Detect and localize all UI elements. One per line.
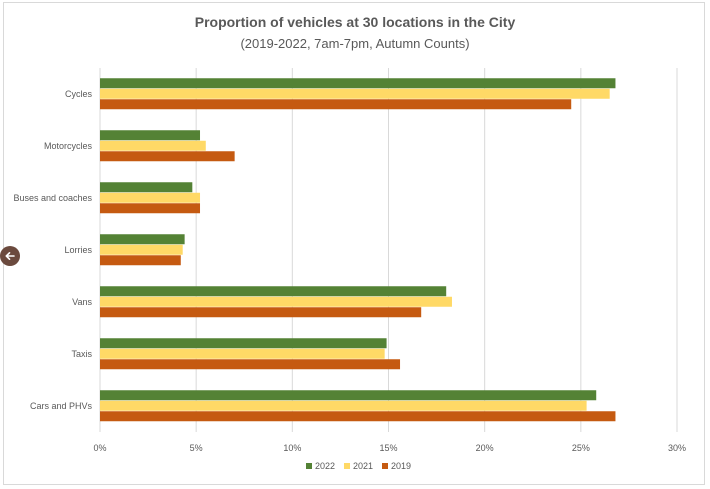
category-label: Cars and PHVs bbox=[30, 401, 93, 411]
bar-2021 bbox=[100, 400, 587, 411]
legend-swatch bbox=[382, 463, 388, 469]
bar-2019 bbox=[100, 151, 235, 162]
legend-label: 2021 bbox=[353, 461, 373, 471]
chart-title: Proportion of vehicles at 30 locations i… bbox=[194, 14, 516, 30]
bar-2021 bbox=[100, 88, 610, 99]
bar-2021 bbox=[100, 244, 183, 255]
x-tick-label: 30% bbox=[668, 443, 686, 453]
category-label: Lorries bbox=[64, 245, 92, 255]
category-label: Taxis bbox=[71, 349, 92, 359]
back-button[interactable] bbox=[0, 246, 20, 266]
bar-2022 bbox=[100, 286, 447, 297]
bar-2022 bbox=[100, 338, 387, 349]
x-tick-label: 5% bbox=[190, 443, 203, 453]
legend-label: 2022 bbox=[315, 461, 335, 471]
bar-2021 bbox=[100, 348, 385, 359]
bar-2021 bbox=[100, 296, 452, 307]
bar-2022 bbox=[100, 234, 185, 245]
bar-2022 bbox=[100, 78, 616, 89]
legend-label: 2019 bbox=[391, 461, 411, 471]
arrow-left-icon bbox=[5, 252, 15, 260]
bar-2022 bbox=[100, 182, 193, 193]
bar-2019 bbox=[100, 359, 401, 370]
x-tick-label: 20% bbox=[476, 443, 494, 453]
x-tick-label: 0% bbox=[93, 443, 106, 453]
x-tick-label: 15% bbox=[379, 443, 397, 453]
bar-2019 bbox=[100, 255, 181, 266]
bar-2022 bbox=[100, 130, 201, 141]
x-tick-label: 25% bbox=[572, 443, 590, 453]
bar-2019 bbox=[100, 411, 616, 422]
bar-2022 bbox=[100, 390, 597, 401]
bar-2019 bbox=[100, 307, 422, 318]
category-label: Buses and coaches bbox=[13, 193, 92, 203]
category-label: Motorcycles bbox=[44, 141, 93, 151]
bar-2021 bbox=[100, 140, 206, 151]
chart-subtitle: (2019-2022, 7am-7pm, Autumn Counts) bbox=[240, 36, 470, 51]
category-label: Cycles bbox=[65, 89, 93, 99]
bar-2019 bbox=[100, 203, 201, 214]
legend-swatch bbox=[344, 463, 350, 469]
legend-swatch bbox=[306, 463, 312, 469]
x-tick-label: 10% bbox=[283, 443, 301, 453]
bar-2021 bbox=[100, 192, 201, 203]
bar-2019 bbox=[100, 99, 572, 110]
category-label: Vans bbox=[72, 297, 92, 307]
